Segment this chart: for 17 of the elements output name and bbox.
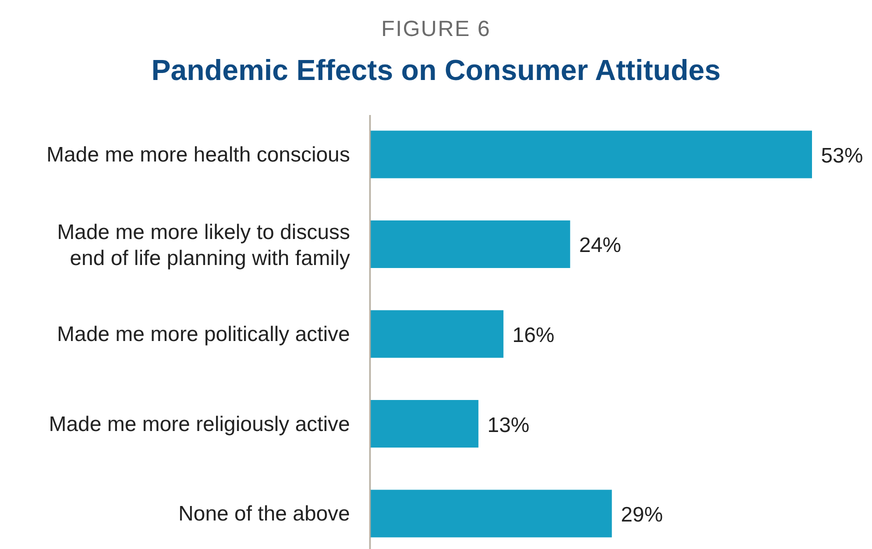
- bar: [370, 130, 812, 178]
- y-tick-label: None of the above: [178, 502, 350, 526]
- y-tick-label: Made me more likely to discuss end of life planning with family: [57, 221, 350, 270]
- y-tick-label: Made me more politically active: [57, 323, 350, 346]
- chart-title: Pandemic Effects on Consumer Attitudes: [151, 55, 721, 87]
- bar: [370, 490, 612, 538]
- data-label: 16%: [512, 324, 554, 347]
- data-label: 24%: [579, 234, 622, 258]
- y-tick-label: Made me more health conscious: [46, 143, 350, 166]
- data-label: 29%: [620, 504, 663, 527]
- bar: [370, 400, 478, 448]
- y-tick-label: Made me more religiously active: [48, 412, 350, 436]
- data-label: 53%: [821, 144, 864, 168]
- data-label: 13%: [487, 414, 530, 437]
- bar: [370, 310, 504, 358]
- chart-subtitle: FIGURE 6: [381, 16, 491, 41]
- bar: [370, 220, 570, 268]
